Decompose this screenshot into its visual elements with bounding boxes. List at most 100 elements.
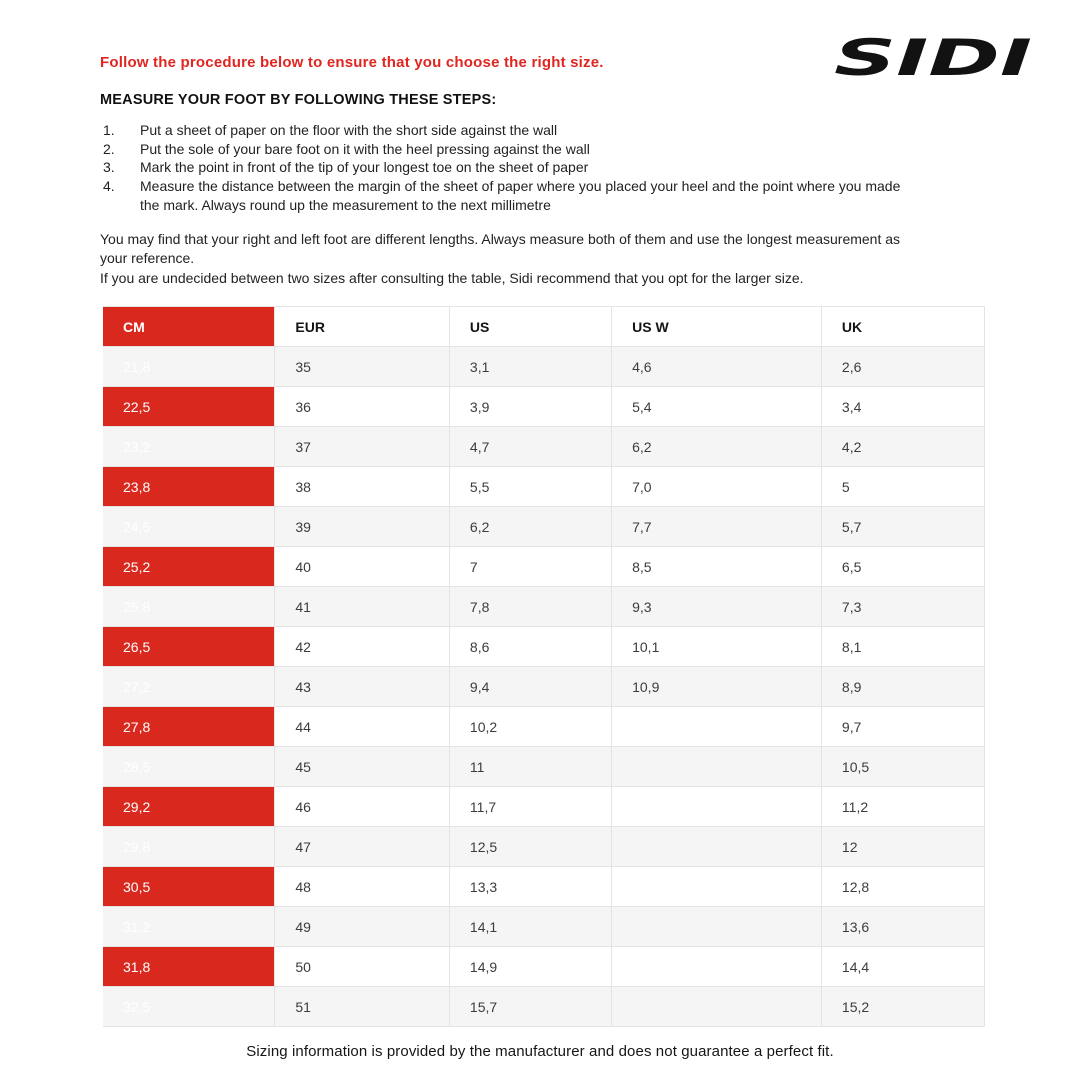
table-row: 24,5 39 6,2 7,7 5,7 <box>103 506 986 547</box>
cell-uk: 12 <box>820 826 986 867</box>
cell-uk: 4,2 <box>820 426 986 467</box>
cell-eur: 46 <box>274 786 450 827</box>
table-row: 30,5 48 13,3 12,8 <box>103 866 986 907</box>
steps-heading: MEASURE YOUR FOOT BY FOLLOWING THESE STE… <box>100 92 497 108</box>
cell-eur: 40 <box>274 546 450 587</box>
cell-us-w: 6,2 <box>611 426 822 467</box>
table-row: 31,2 49 14,1 13,6 <box>103 906 986 947</box>
cell-us-w: 4,6 <box>611 346 822 387</box>
cell-eur: 48 <box>274 866 450 907</box>
cell-eur: 43 <box>274 666 450 707</box>
cell-us-w: 9,3 <box>611 586 822 627</box>
cell-cm: 24,5 <box>103 506 276 547</box>
cell-eur: 39 <box>274 506 450 547</box>
cell-cm: 27,8 <box>103 706 276 747</box>
cell-cm: 22,5 <box>103 386 276 427</box>
cell-us: 11 <box>448 746 613 787</box>
cell-cm: 28,5 <box>103 746 276 787</box>
cell-eur: 37 <box>274 426 450 467</box>
table-row: 28,5 45 11 10,5 <box>103 746 986 787</box>
cell-uk: 2,6 <box>820 346 986 387</box>
cell-eur: 36 <box>274 386 450 427</box>
step-number: 2. <box>103 140 115 157</box>
cell-uk: 8,9 <box>820 666 986 707</box>
cell-us: 8,6 <box>448 626 613 667</box>
cell-us: 11,7 <box>448 786 613 827</box>
size-table-head: CM EUR US US W UK <box>103 306 986 347</box>
table-row: 25,2 40 7 8,5 6,5 <box>103 546 986 587</box>
cell-eur: 38 <box>274 466 450 507</box>
cell-us: 4,7 <box>448 426 613 467</box>
cell-us: 7,8 <box>448 586 613 627</box>
col-header-uk: UK <box>820 306 986 347</box>
cell-uk: 12,8 <box>820 866 986 907</box>
col-header-us-w: US W <box>611 306 822 347</box>
cell-us-w: 7,0 <box>611 466 822 507</box>
cell-cm: 25,2 <box>103 546 276 587</box>
cell-cm: 29,2 <box>103 786 276 827</box>
cell-us-w: 10,1 <box>611 626 822 667</box>
table-row: 27,8 44 10,2 9,7 <box>103 706 986 747</box>
sidi-logo: SIDI <box>832 28 1037 88</box>
steps-list: 1. Put a sheet of paper on the floor wit… <box>103 121 900 215</box>
cell-us: 9,4 <box>448 666 613 707</box>
cell-us-w <box>611 746 822 787</box>
cell-cm: 25,8 <box>103 586 276 627</box>
cell-us: 13,3 <box>448 866 613 907</box>
cell-us: 14,1 <box>448 906 613 947</box>
cell-uk: 8,1 <box>820 626 986 667</box>
notes-block: You may find that your right and left fo… <box>100 230 900 288</box>
cell-eur: 41 <box>274 586 450 627</box>
cell-us: 6,2 <box>448 506 613 547</box>
table-row: 29,2 46 11,7 11,2 <box>103 786 986 827</box>
col-header-eur: EUR <box>274 306 450 347</box>
table-row: 32,5 51 15,7 15,2 <box>103 986 986 1027</box>
cell-cm: 31,8 <box>103 946 276 987</box>
step-number: 3. <box>103 159 115 176</box>
cell-us-w <box>611 906 822 947</box>
cell-eur: 35 <box>274 346 450 387</box>
cell-uk: 14,4 <box>820 946 986 987</box>
cell-uk: 7,3 <box>820 586 986 627</box>
header-row: CM EUR US US W UK <box>103 306 986 347</box>
cell-cm: 31,2 <box>103 906 276 947</box>
table-row: 27,2 43 9,4 10,9 8,9 <box>103 666 986 707</box>
cell-us-w <box>611 826 822 867</box>
note-line: your reference. <box>100 250 195 267</box>
cell-us-w <box>611 706 822 747</box>
cell-cm: 27,2 <box>103 666 276 707</box>
cell-uk: 10,5 <box>820 746 986 787</box>
cell-cm: 32,5 <box>103 986 276 1027</box>
sidi-logo-text: SIDI <box>834 29 1032 87</box>
table-row: 22,5 36 3,9 5,4 3,4 <box>103 386 986 427</box>
cell-uk: 6,5 <box>820 546 986 587</box>
table-row: 31,8 50 14,9 14,4 <box>103 946 986 987</box>
cell-eur: 51 <box>274 986 450 1027</box>
cell-cm: 21,8 <box>103 346 276 387</box>
cell-cm: 23,8 <box>103 466 276 507</box>
col-header-us: US <box>448 306 613 347</box>
cell-eur: 49 <box>274 906 450 947</box>
table-row: 23,2 37 4,7 6,2 4,2 <box>103 426 986 467</box>
cell-us-w <box>611 786 822 827</box>
cell-cm: 23,2 <box>103 426 276 467</box>
cell-us-w: 8,5 <box>611 546 822 587</box>
table-row: 23,8 38 5,5 7,0 5 <box>103 466 986 507</box>
table-row: 21,8 35 3,1 4,6 2,6 <box>103 346 986 387</box>
step-number: 1. <box>103 122 115 138</box>
cell-us: 12,5 <box>448 826 613 867</box>
cell-cm: 26,5 <box>103 626 276 667</box>
cell-us-w <box>611 946 822 987</box>
step-text: Mark the point in front of the tip of yo… <box>140 159 589 176</box>
cell-uk: 13,6 <box>820 906 986 947</box>
cell-uk: 5,7 <box>820 506 986 547</box>
sidi-logo-graphic: SIDI <box>834 29 1032 87</box>
note-line: If you are undecided between two sizes a… <box>100 269 804 286</box>
cell-eur: 50 <box>274 946 450 987</box>
cell-us-w: 10,9 <box>611 666 822 707</box>
step-number: 4. <box>103 178 115 195</box>
footer-text: Sizing information is provided by the ma… <box>246 1043 834 1060</box>
cell-us: 3,9 <box>448 386 613 427</box>
cell-eur: 42 <box>274 626 450 667</box>
cell-uk: 15,2 <box>820 986 986 1027</box>
